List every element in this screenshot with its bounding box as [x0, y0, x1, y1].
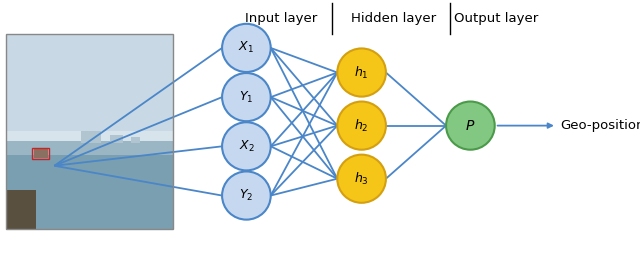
- FancyBboxPatch shape: [34, 149, 48, 158]
- Text: Geo-position: Geo-position: [560, 119, 640, 132]
- Text: $Y_1$: $Y_1$: [239, 90, 253, 105]
- Text: $h_3$: $h_3$: [354, 171, 369, 187]
- Ellipse shape: [222, 122, 271, 170]
- Ellipse shape: [222, 24, 271, 72]
- Ellipse shape: [337, 155, 386, 203]
- FancyBboxPatch shape: [6, 141, 173, 229]
- FancyBboxPatch shape: [6, 131, 173, 147]
- Text: $Y_2$: $Y_2$: [239, 188, 253, 203]
- Text: $P$: $P$: [465, 119, 476, 133]
- FancyBboxPatch shape: [81, 131, 101, 143]
- Text: $h_2$: $h_2$: [355, 118, 369, 134]
- Text: $h_1$: $h_1$: [355, 64, 369, 81]
- Text: Input layer: Input layer: [246, 12, 317, 25]
- Text: Output layer: Output layer: [454, 12, 538, 25]
- Ellipse shape: [446, 102, 495, 150]
- Ellipse shape: [222, 171, 271, 220]
- Text: $X_2$: $X_2$: [239, 139, 254, 154]
- FancyBboxPatch shape: [6, 190, 36, 229]
- Ellipse shape: [222, 73, 271, 121]
- Text: $X_1$: $X_1$: [239, 40, 254, 55]
- Ellipse shape: [337, 102, 386, 150]
- FancyBboxPatch shape: [131, 137, 140, 143]
- Ellipse shape: [337, 48, 386, 97]
- FancyBboxPatch shape: [109, 135, 123, 143]
- FancyBboxPatch shape: [6, 141, 173, 155]
- FancyBboxPatch shape: [6, 34, 173, 141]
- Text: Hidden layer: Hidden layer: [351, 12, 436, 25]
